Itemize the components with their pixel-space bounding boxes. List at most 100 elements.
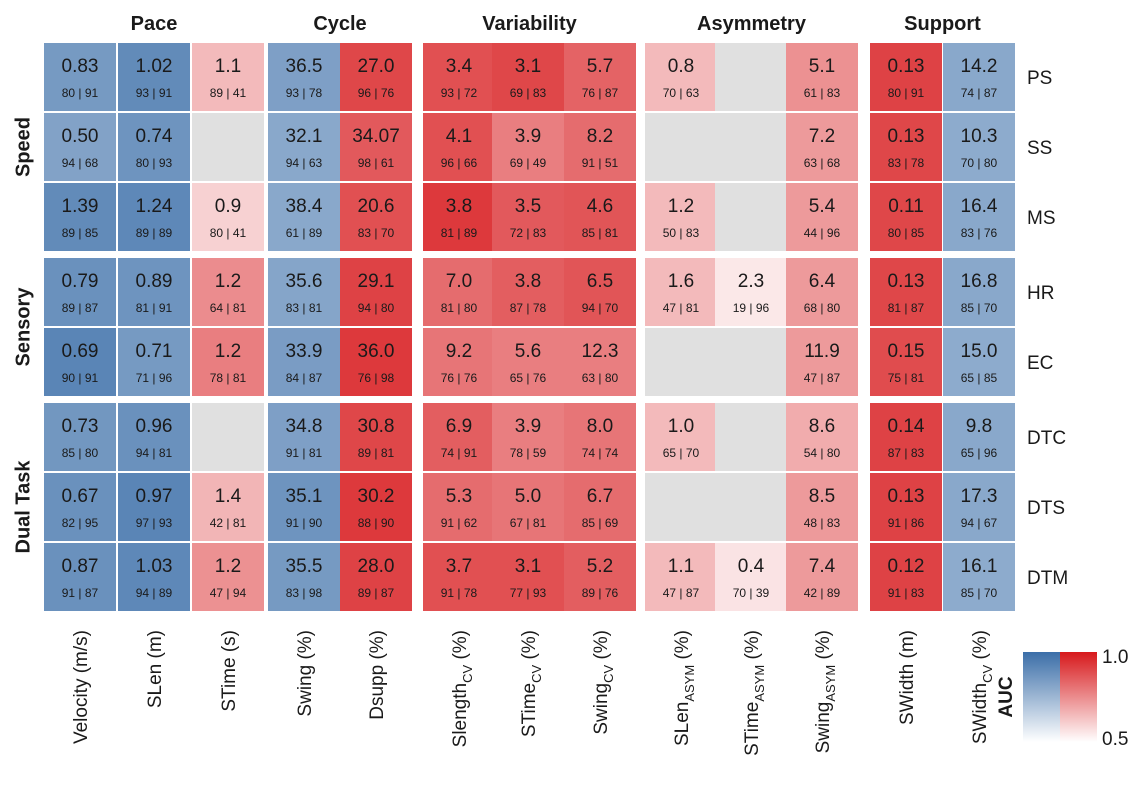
column-label-main: Swing xyxy=(591,683,612,735)
cell-value-label: 30.8 xyxy=(358,416,395,437)
cell-value-label: 15.0 xyxy=(961,341,998,362)
cell-value-label: 35.6 xyxy=(286,271,323,292)
heatmap-cell xyxy=(423,328,495,396)
cell-value-label: 38.4 xyxy=(286,196,323,217)
heatmap-cell xyxy=(118,543,190,611)
column-label: SWidthCV (%) xyxy=(970,630,995,744)
row-label: EC xyxy=(1027,353,1053,374)
cell-sensitivity-specificity-label: 80 | 41 xyxy=(210,226,247,240)
heatmap-cell xyxy=(715,328,787,396)
heatmap-cell xyxy=(943,403,1015,471)
cell-sensitivity-specificity-label: 77 | 93 xyxy=(510,586,547,600)
heatmap-cell xyxy=(870,328,942,396)
cell-value-label: 0.12 xyxy=(888,556,925,577)
cell-sensitivity-specificity-label: 76 | 76 xyxy=(441,371,478,385)
heatmap-cell xyxy=(192,43,264,111)
cell-sensitivity-specificity-label: 76 | 87 xyxy=(582,86,619,100)
cell-sensitivity-specificity-label: 91 | 90 xyxy=(286,516,323,530)
cell-sensitivity-specificity-label: 83 | 81 xyxy=(286,301,323,315)
heatmap-cell xyxy=(645,328,717,396)
column-label: SlengthCV (%) xyxy=(450,630,475,747)
cell-value-label: 9.8 xyxy=(966,416,992,437)
cell-value-label: 0.74 xyxy=(136,126,173,147)
row-label: MS xyxy=(1027,208,1056,229)
heatmap-cell xyxy=(192,543,264,611)
heatmap-cell xyxy=(340,43,412,111)
heatmap-cell xyxy=(44,43,116,111)
cell-sensitivity-specificity-label: 70 | 39 xyxy=(733,586,770,600)
heatmap-cell xyxy=(192,183,264,251)
cell-sensitivity-specificity-label: 76 | 98 xyxy=(358,371,395,385)
cell-value-label: 36.0 xyxy=(358,341,395,362)
cell-sensitivity-specificity-label: 91 | 86 xyxy=(888,516,925,530)
heatmap-cell xyxy=(118,258,190,326)
heatmap-cell xyxy=(715,258,787,326)
cell-sensitivity-specificity-label: 94 | 67 xyxy=(961,516,998,530)
heatmap-cell xyxy=(492,113,564,181)
heatmap-cell xyxy=(423,258,495,326)
cell-value-label: 1.2 xyxy=(215,341,241,362)
cell-sensitivity-specificity-label: 85 | 80 xyxy=(62,446,99,460)
heatmap-cell xyxy=(786,113,858,181)
cell-sensitivity-specificity-label: 61 | 89 xyxy=(286,226,323,240)
cell-value-label: 1.2 xyxy=(215,271,241,292)
heatmap-cell xyxy=(423,43,495,111)
cell-sensitivity-specificity-label: 83 | 78 xyxy=(888,156,925,170)
column-label: Dsupp (%) xyxy=(367,630,388,720)
cell-value-label: 0.87 xyxy=(62,556,99,577)
heatmap-cell xyxy=(192,473,264,541)
heatmap-cell xyxy=(340,328,412,396)
column-label-unit: (%) xyxy=(519,630,540,665)
cell-sensitivity-specificity-label: 83 | 76 xyxy=(961,226,998,240)
heatmap-cell xyxy=(192,403,264,471)
heatmap-cell xyxy=(192,113,264,181)
cell-sensitivity-specificity-label: 89 | 76 xyxy=(582,586,619,600)
heatmap-cell xyxy=(492,43,564,111)
cell-sensitivity-specificity-label: 80 | 91 xyxy=(62,86,99,100)
heatmap-cell xyxy=(870,473,942,541)
cell-value-label: 35.5 xyxy=(286,556,323,577)
heatmap-cell xyxy=(423,543,495,611)
cell-sensitivity-specificity-label: 85 | 70 xyxy=(961,586,998,600)
cell-sensitivity-specificity-label: 90 | 91 xyxy=(62,371,99,385)
cell-value-label: 16.8 xyxy=(961,271,998,292)
cell-value-label: 8.6 xyxy=(809,416,835,437)
cell-value-label: 0.8 xyxy=(668,56,694,77)
cell-value-label: 35.1 xyxy=(286,486,323,507)
cell-sensitivity-specificity-label: 94 | 63 xyxy=(286,156,323,170)
heatmap-cell xyxy=(645,43,717,111)
cell-value-label: 0.97 xyxy=(136,486,173,507)
cell-sensitivity-specificity-label: 47 | 81 xyxy=(663,301,700,315)
heatmap-cell xyxy=(44,258,116,326)
cell-value-label: 5.6 xyxy=(515,341,541,362)
heatmap-cell xyxy=(943,113,1015,181)
cell-sensitivity-specificity-label: 67 | 81 xyxy=(510,516,547,530)
cell-sensitivity-specificity-label: 48 | 83 xyxy=(804,516,841,530)
heatmap-cell xyxy=(118,403,190,471)
cell-value-label: 2.3 xyxy=(738,271,764,292)
row-label: PS xyxy=(1027,68,1052,89)
heatmap-cell xyxy=(645,543,717,611)
heatmap-cell xyxy=(340,473,412,541)
cell-sensitivity-specificity-label: 70 | 63 xyxy=(663,86,700,100)
cell-value-label: 8.5 xyxy=(809,486,835,507)
cell-sensitivity-specificity-label: 47 | 87 xyxy=(804,371,841,385)
heatmap-cell xyxy=(870,113,942,181)
cell-value-label: 0.96 xyxy=(136,416,173,437)
column-label-main: SLen xyxy=(672,702,693,746)
cell-value-label: 30.2 xyxy=(358,486,395,507)
heatmap-cell xyxy=(715,43,787,111)
cell-sensitivity-specificity-label: 42 | 89 xyxy=(804,586,841,600)
cell-value-label: 11.9 xyxy=(804,341,840,362)
heatmap-cell xyxy=(118,473,190,541)
cell-value-label: 1.6 xyxy=(668,271,694,292)
column-label-subscript: CV xyxy=(980,665,995,683)
cell-value-label: 0.67 xyxy=(62,486,99,507)
heatmap-cell xyxy=(943,258,1015,326)
cell-value-label: 0.13 xyxy=(888,56,925,77)
cell-sensitivity-specificity-label: 94 | 89 xyxy=(136,586,173,600)
column-label-unit: (%) xyxy=(742,630,763,665)
cell-sensitivity-specificity-label: 47 | 87 xyxy=(663,586,700,600)
cell-value-label: 3.9 xyxy=(515,416,541,437)
cell-sensitivity-specificity-label: 94 | 70 xyxy=(582,301,619,315)
